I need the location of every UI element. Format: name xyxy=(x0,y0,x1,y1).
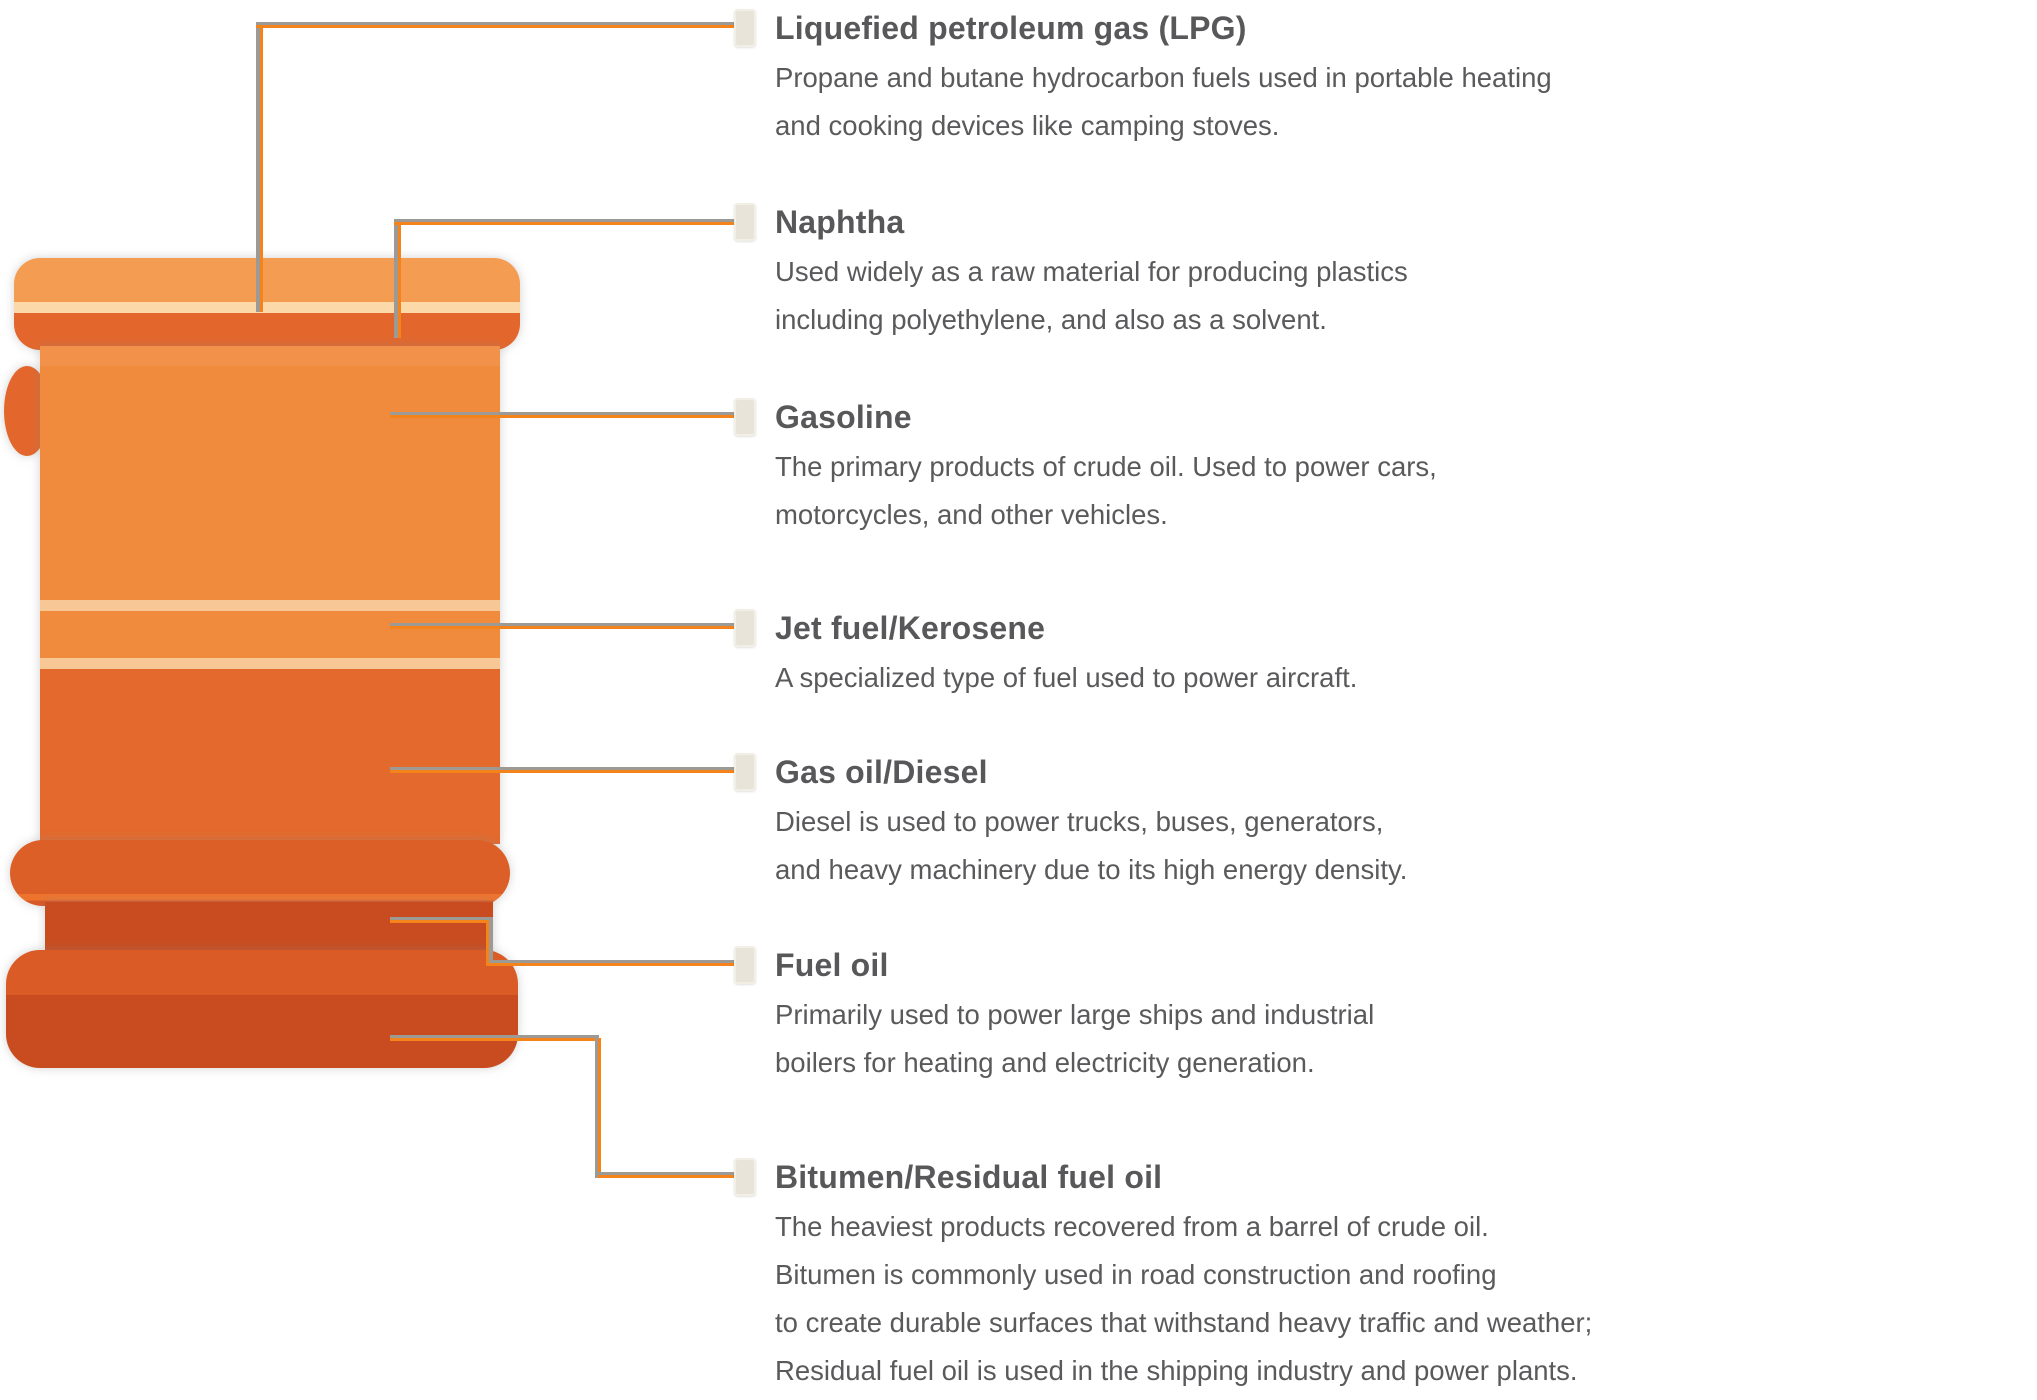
section-text-line: including polyethylene, and also as a so… xyxy=(775,304,1327,335)
leader-end-tab-jetfuel xyxy=(734,609,756,647)
section-text-line: Primarily used to power large ships and … xyxy=(775,999,1375,1030)
leader-end-tab-naphtha xyxy=(734,203,756,241)
leader-lpg-horizontal xyxy=(256,25,734,28)
leader-naphtha-vertical-shadow xyxy=(394,219,398,338)
leader-naphtha-horizontal xyxy=(394,222,734,225)
leader-bitumen-vertical-shadow xyxy=(595,1035,599,1178)
section-text-line: Propane and butane hydrocarbon fuels use… xyxy=(775,62,1552,93)
section-heading: Liquefied petroleum gas (LPG) xyxy=(775,10,1247,46)
leader-fueloil-h2-shadow xyxy=(489,960,734,963)
barrel-rim-band xyxy=(10,840,510,906)
barrel-top-cap xyxy=(14,258,520,350)
section-text-line: to create durable surfaces that withstan… xyxy=(775,1307,1593,1338)
section-heading: Bitumen/Residual fuel oil xyxy=(775,1159,1163,1195)
section-text-line: and heavy machinery due to its high ener… xyxy=(775,854,1408,885)
section-heading: Naphtha xyxy=(775,204,905,240)
leader-end-tab-gasoline xyxy=(734,398,756,436)
section-heading: Fuel oil xyxy=(775,947,889,983)
leader-end-tab-bitumen xyxy=(734,1158,756,1196)
leader-gasoline-shadow xyxy=(390,412,734,415)
leader-jetfuel-shadow xyxy=(390,623,734,626)
leader-jetfuel xyxy=(390,626,734,629)
section-text-line: Diesel is used to power trucks, buses, g… xyxy=(775,806,1384,837)
leader-bitumen-h2-shadow xyxy=(598,1172,734,1175)
leader-lpg-vertical xyxy=(260,28,263,312)
leader-fueloil-h2 xyxy=(486,963,734,966)
leader-gasoline xyxy=(390,415,734,418)
leader-naphtha-vertical xyxy=(398,222,401,338)
section-text-line: Bitumen is commonly used in road constru… xyxy=(775,1259,1497,1290)
section-diesel: Gas oil/Diesel Diesel is used to power t… xyxy=(775,752,1407,894)
section-bitumen: Bitumen/Residual fuel oil The heaviest p… xyxy=(775,1157,1592,1395)
leader-diesel xyxy=(390,770,734,773)
leader-end-tab-lpg xyxy=(734,9,756,47)
leader-diesel-shadow xyxy=(390,767,734,770)
section-fueloil: Fuel oil Primarily used to power large s… xyxy=(775,945,1374,1087)
leader-bitumen-vertical xyxy=(598,1038,601,1178)
barrel-neck-band xyxy=(45,902,493,954)
leader-fueloil-vertical-shadow xyxy=(489,917,493,963)
section-heading: Gasoline xyxy=(775,399,912,435)
section-jetfuel: Jet fuel/Kerosene A specialized type of … xyxy=(775,608,1357,702)
section-gasoline: Gasoline The primary products of crude o… xyxy=(775,397,1437,539)
barrel-body xyxy=(40,346,500,844)
section-heading: Gas oil/Diesel xyxy=(775,754,988,790)
section-heading: Jet fuel/Kerosene xyxy=(775,610,1046,646)
section-text-line: The heaviest products recovered from a b… xyxy=(775,1211,1489,1242)
section-lpg: Liquefied petroleum gas (LPG) Propane an… xyxy=(775,8,1552,150)
barrel-bottom-cap xyxy=(6,950,518,1068)
leader-end-tab-fueloil xyxy=(734,946,756,984)
leader-fueloil-h1-shadow xyxy=(390,917,492,920)
section-text-line: and cooking devices like camping stoves. xyxy=(775,110,1280,141)
section-text-line: Residual fuel oil is used in the shippin… xyxy=(775,1355,1578,1386)
leader-end-tab-diesel xyxy=(734,753,756,791)
leader-bitumen-h2 xyxy=(598,1175,734,1178)
leader-fueloil-h1 xyxy=(390,920,492,923)
section-naphtha: Naphtha Used widely as a raw material fo… xyxy=(775,202,1408,344)
section-text-line: A specialized type of fuel used to power… xyxy=(775,662,1358,693)
leader-bitumen-h1-shadow xyxy=(390,1035,598,1038)
leader-naphtha-horizontal-shadow xyxy=(394,219,734,222)
section-text-line: boilers for heating and electricity gene… xyxy=(775,1047,1315,1078)
section-text-line: motorcycles, and other vehicles. xyxy=(775,499,1168,530)
section-text-line: Used widely as a raw material for produc… xyxy=(775,256,1408,287)
leader-lpg-horizontal-shadow xyxy=(256,22,734,25)
section-text-line: The primary products of crude oil. Used … xyxy=(775,451,1437,482)
leader-lpg-vertical-shadow xyxy=(256,25,260,312)
leader-fueloil-vertical xyxy=(486,920,489,963)
leader-bitumen-h1 xyxy=(390,1038,598,1041)
